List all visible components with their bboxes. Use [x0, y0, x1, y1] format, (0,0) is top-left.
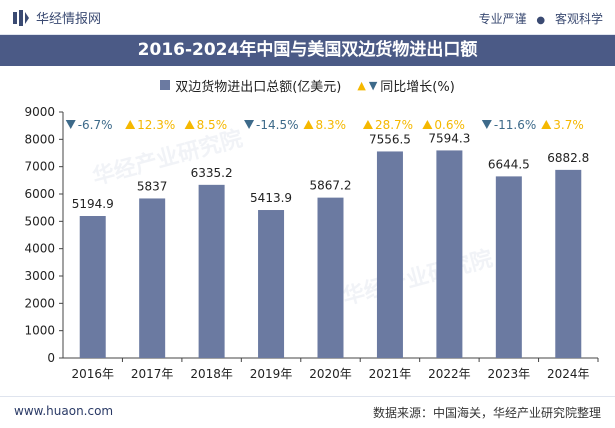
- growth-label: 8.3%: [316, 118, 347, 132]
- bar: [495, 176, 522, 358]
- x-tick-label: 2022年: [428, 367, 471, 381]
- brand: 华经情报网: [12, 8, 101, 27]
- footer-website-link[interactable]: www.huaon.com: [14, 404, 114, 418]
- y-tick-label: 7000: [24, 160, 55, 174]
- brand-name: 华经情报网: [36, 12, 102, 27]
- growth-label: 28.7%: [375, 118, 413, 132]
- bar: [555, 169, 582, 358]
- bar-value-label: 6335.2: [191, 166, 233, 180]
- growth-up-icon: [422, 120, 433, 129]
- bar-value-label: 5837: [137, 179, 168, 193]
- bar-value-label: 6882.8: [547, 151, 589, 165]
- y-tick-label: 0: [47, 351, 55, 365]
- y-tick-label: 2000: [24, 296, 55, 310]
- x-tick-label: 2016年: [71, 367, 114, 381]
- x-tick-label: 2019年: [250, 367, 293, 381]
- growth-down-icon: [481, 120, 492, 129]
- growth-label: -14.5%: [256, 118, 298, 132]
- bar: [258, 210, 285, 358]
- legend: 双边货物进出口总额(亿美元) ▲ ▼ 同比增长(%): [0, 76, 615, 95]
- bar: [436, 150, 463, 358]
- x-tick-label: 2017年: [131, 367, 174, 381]
- tagline-left: 专业严谨: [478, 12, 527, 26]
- x-tick-label: 2024年: [547, 367, 590, 381]
- bar: [317, 197, 344, 358]
- y-tick-label: 8000: [24, 132, 55, 146]
- x-tick-label: 2018年: [190, 367, 233, 381]
- triangle-down-icon: ▼: [368, 78, 378, 92]
- bar-value-label: 6644.5: [488, 157, 530, 171]
- bar: [376, 151, 403, 358]
- triangle-up-icon: ▲: [357, 78, 366, 92]
- bar: [79, 216, 106, 358]
- y-tick-label: 4000: [24, 242, 55, 256]
- legend-item-bar: 双边货物进出口总额(亿美元): [160, 76, 341, 95]
- chart-title: 2016-2024年中国与美国双边货物进出口额: [0, 35, 615, 66]
- growth-up-icon: [303, 120, 314, 129]
- y-tick-label: 3000: [24, 269, 55, 283]
- footer: www.huaon.com 数据来源：中国海关，华经产业研究院整理: [0, 396, 615, 428]
- growth-down-icon: [65, 120, 76, 129]
- y-tick-label: 1000: [24, 324, 55, 338]
- growth-up-icon: [184, 120, 195, 129]
- bar-value-label: 7556.5: [369, 132, 411, 146]
- x-tick-label: 2023年: [488, 367, 531, 381]
- growth-label: 12.3%: [137, 118, 175, 132]
- bar-value-label: 5194.9: [72, 197, 114, 211]
- growth-label: -6.7%: [78, 118, 113, 132]
- y-tick-label: 5000: [24, 214, 55, 228]
- growth-up-icon: [541, 120, 552, 129]
- growth-down-icon: [244, 120, 255, 129]
- growth-label: 3.7%: [553, 118, 584, 132]
- growth-label: -11.6%: [494, 118, 536, 132]
- growth-up-icon: [362, 120, 373, 129]
- bullet-icon: ●: [536, 15, 546, 26]
- legend-growth-label: 同比增长(%): [380, 79, 455, 95]
- growth-label: 8.5%: [197, 118, 228, 132]
- bar-value-label: 7594.3: [428, 131, 470, 145]
- legend-bar-label: 双边货物进出口总额(亿美元): [175, 79, 342, 95]
- bar-value-label: 5867.2: [310, 179, 352, 193]
- x-tick-label: 2020年: [309, 367, 352, 381]
- tagline: 专业严谨 ● 客观科学: [479, 10, 603, 27]
- footer-source: 数据来源：中国海关，华经产业研究院整理: [372, 406, 601, 420]
- y-tick-label: 6000: [24, 187, 55, 201]
- legend-bar-swatch-icon: [160, 80, 171, 90]
- bar: [198, 184, 225, 358]
- bar-value-label: 5413.9: [250, 191, 292, 205]
- brand-logo-icon: [13, 9, 29, 26]
- y-tick-label: 9000: [24, 105, 55, 119]
- growth-label: 0.6%: [434, 118, 465, 132]
- x-tick-label: 2021年: [369, 367, 412, 381]
- bar: [139, 198, 166, 358]
- top-bar: 华经情报网 专业严谨 ● 客观科学: [0, 0, 615, 35]
- growth-up-icon: [125, 120, 136, 129]
- tagline-right: 客观科学: [554, 12, 603, 26]
- legend-item-growth: ▲ ▼ 同比增长(%): [357, 76, 454, 95]
